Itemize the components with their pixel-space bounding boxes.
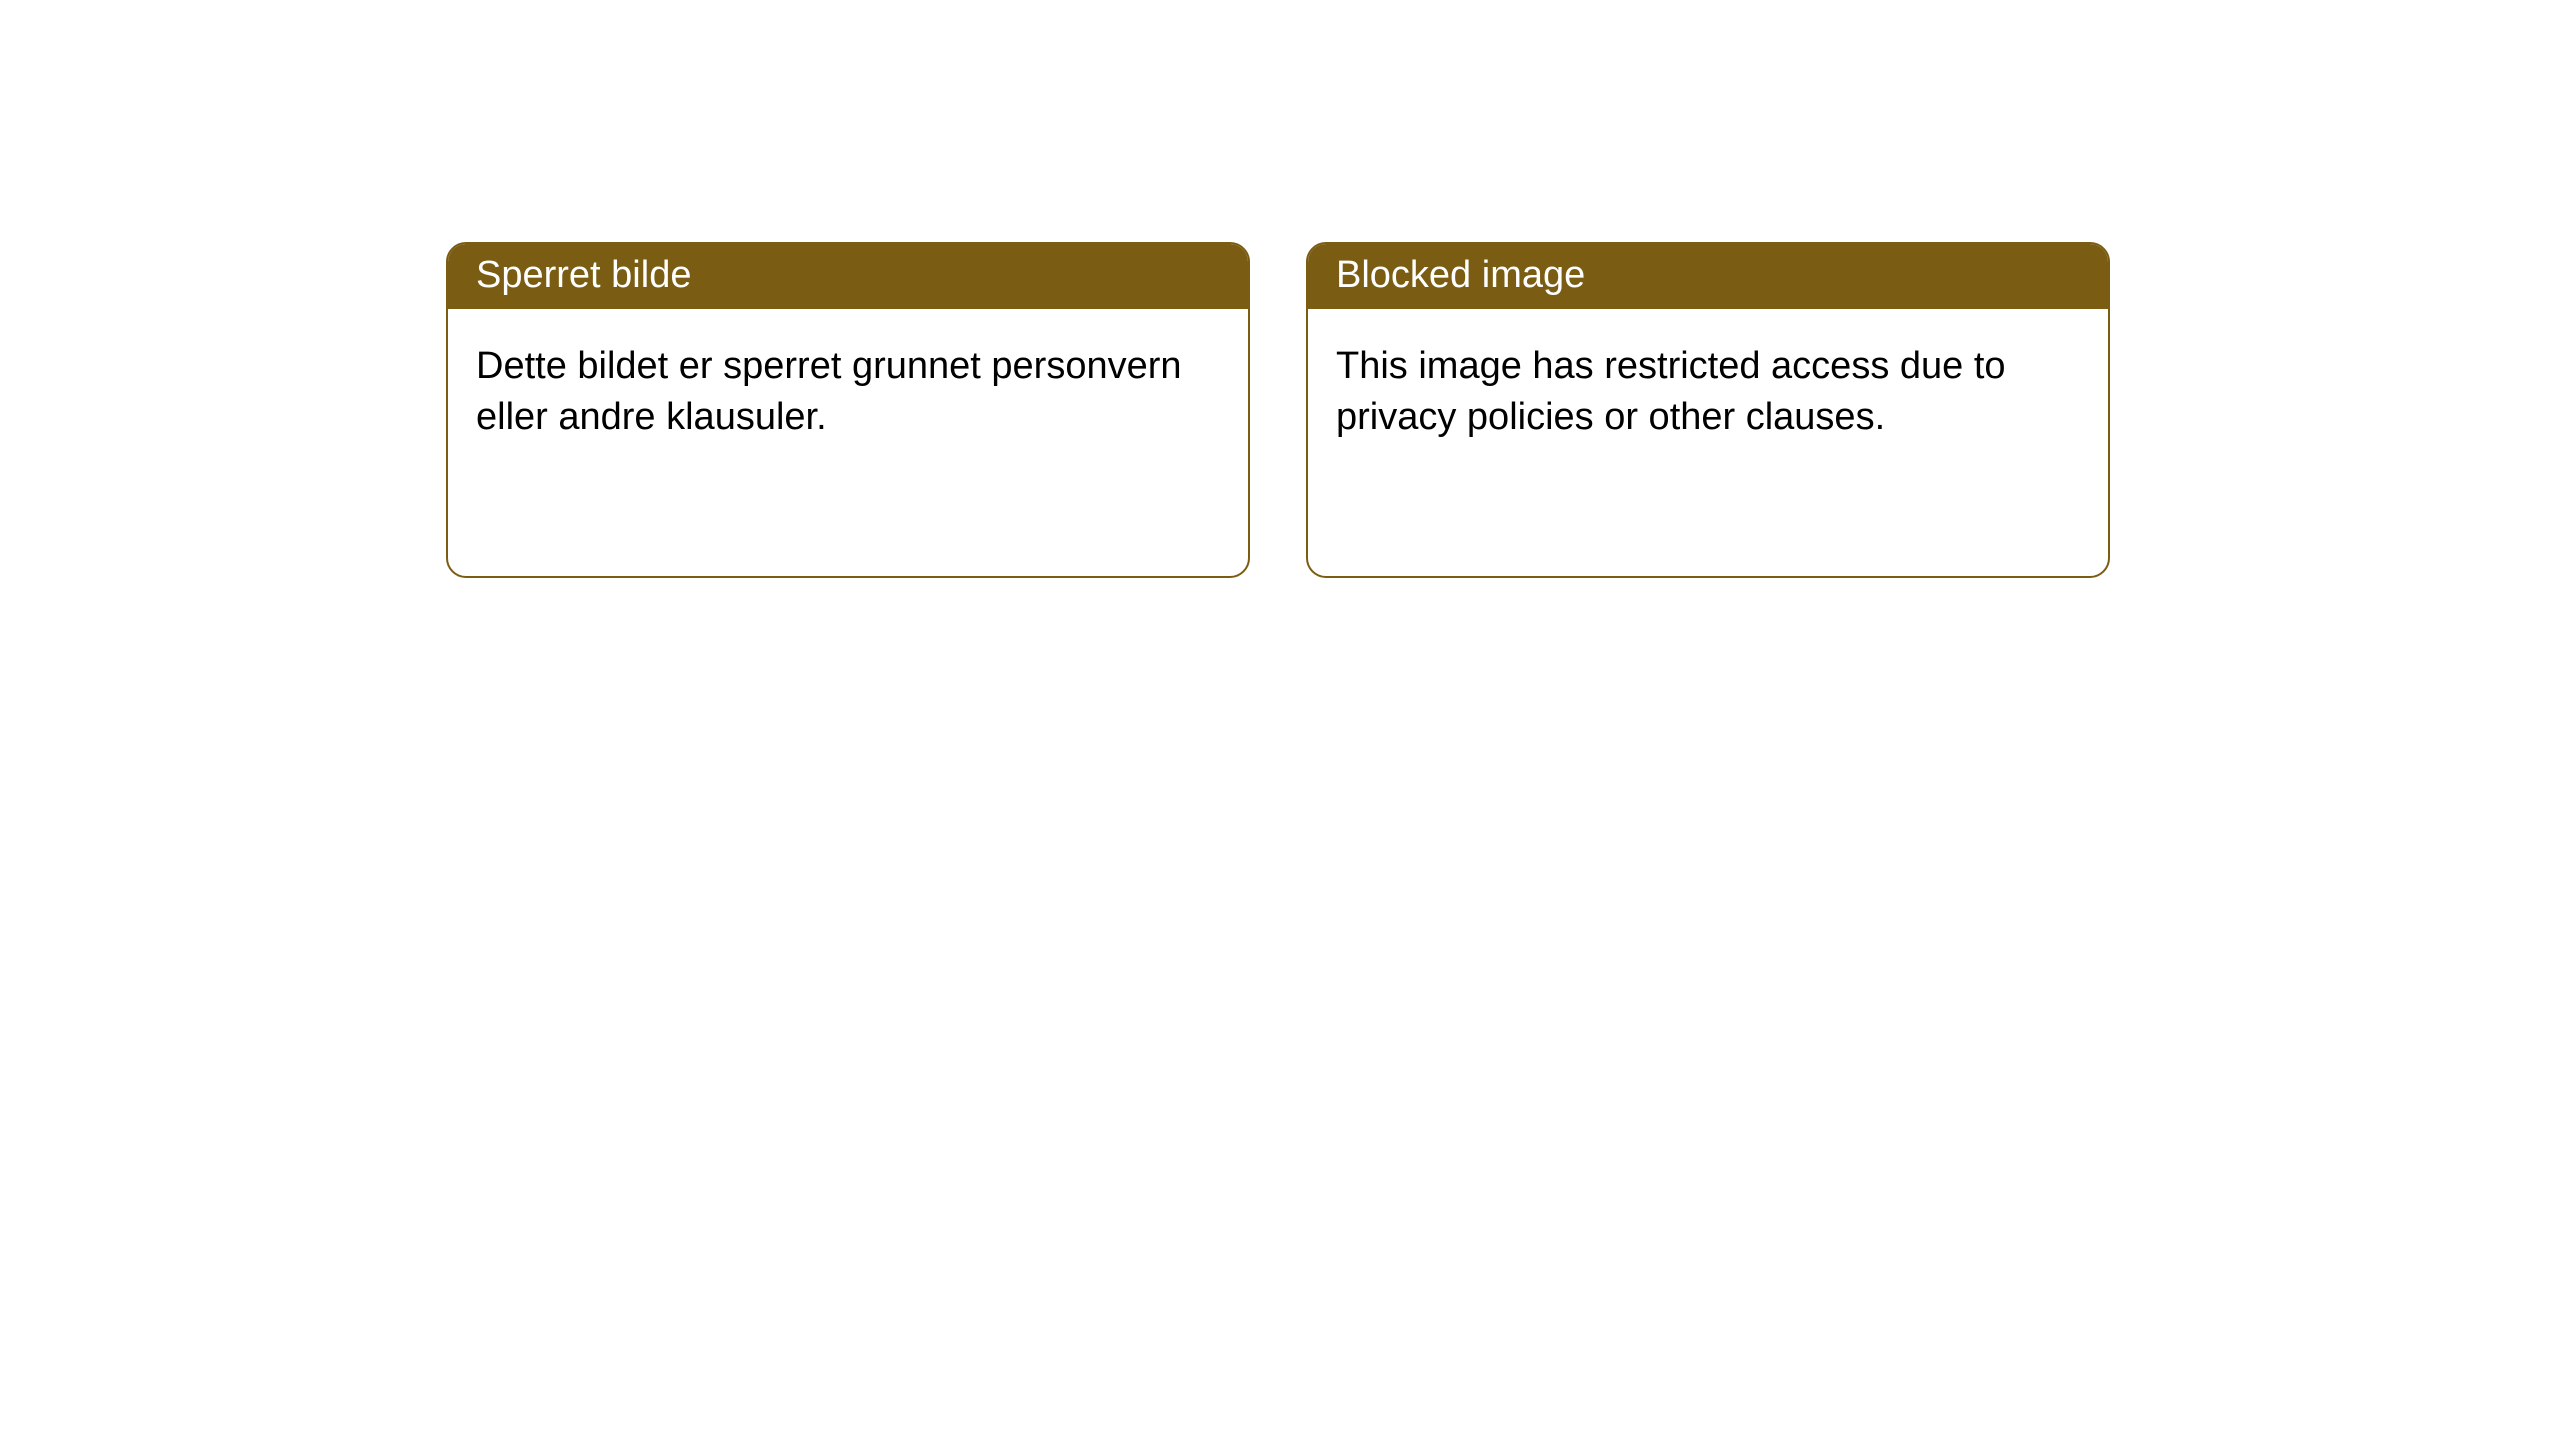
notice-title: Sperret bilde (476, 254, 691, 296)
notice-card-norwegian: Sperret bilde Dette bildet er sperret gr… (446, 242, 1250, 578)
notice-container: Sperret bilde Dette bildet er sperret gr… (446, 242, 2110, 578)
notice-message: Dette bildet er sperret grunnet personve… (476, 345, 1182, 438)
notice-title: Blocked image (1336, 254, 1585, 296)
notice-card-english: Blocked image This image has restricted … (1306, 242, 2110, 578)
notice-card-body: Dette bildet er sperret grunnet personve… (448, 309, 1248, 476)
notice-card-header: Blocked image (1308, 244, 2108, 309)
notice-message: This image has restricted access due to … (1336, 345, 2006, 438)
notice-card-body: This image has restricted access due to … (1308, 309, 2108, 476)
notice-card-header: Sperret bilde (448, 244, 1248, 309)
